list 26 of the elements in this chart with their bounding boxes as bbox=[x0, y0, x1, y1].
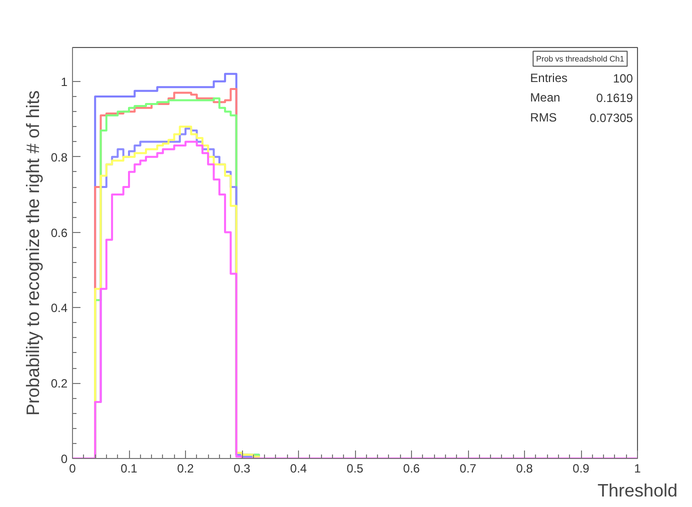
x-tick-label: 1 bbox=[634, 462, 642, 476]
annotation: 0.1619 bbox=[596, 91, 634, 106]
y-axis-title: Probability to recognize the right # of hits bbox=[22, 90, 43, 416]
annotation: Mean bbox=[530, 90, 560, 105]
annotation: Prob vs threadshold Ch1 bbox=[536, 54, 625, 64]
y-tick-label: 1 bbox=[60, 74, 68, 89]
annotation: 100 bbox=[612, 72, 634, 86]
annotation: Entries bbox=[530, 71, 568, 86]
x-tick-label: 0.1 bbox=[120, 462, 138, 476]
x-tick-label: 0.8 bbox=[516, 462, 534, 476]
x-tick-label: 0.3 bbox=[234, 462, 251, 476]
annotation: RMS bbox=[530, 110, 557, 124]
annotation: 0.07305 bbox=[590, 110, 634, 125]
x-tick-label: 0 bbox=[69, 462, 76, 476]
x-axis-title: Threshold bbox=[597, 480, 678, 500]
x-tick-label: 0.5 bbox=[346, 462, 364, 476]
x-tick-label: 0.9 bbox=[572, 462, 590, 476]
x-tick-label: 0.7 bbox=[460, 462, 477, 476]
y-tick-label: 0 bbox=[60, 452, 68, 466]
y-tick-label: 0.6 bbox=[50, 226, 68, 240]
x-tick-label: 0.6 bbox=[403, 462, 420, 476]
y-tick-label: 0.8 bbox=[50, 150, 68, 164]
x-tick-label: 0.4 bbox=[290, 462, 308, 476]
y-tick-label: 0.4 bbox=[50, 301, 68, 316]
x-tick-label: 0.2 bbox=[177, 462, 194, 476]
y-tick-label: 0.2 bbox=[50, 376, 68, 391]
